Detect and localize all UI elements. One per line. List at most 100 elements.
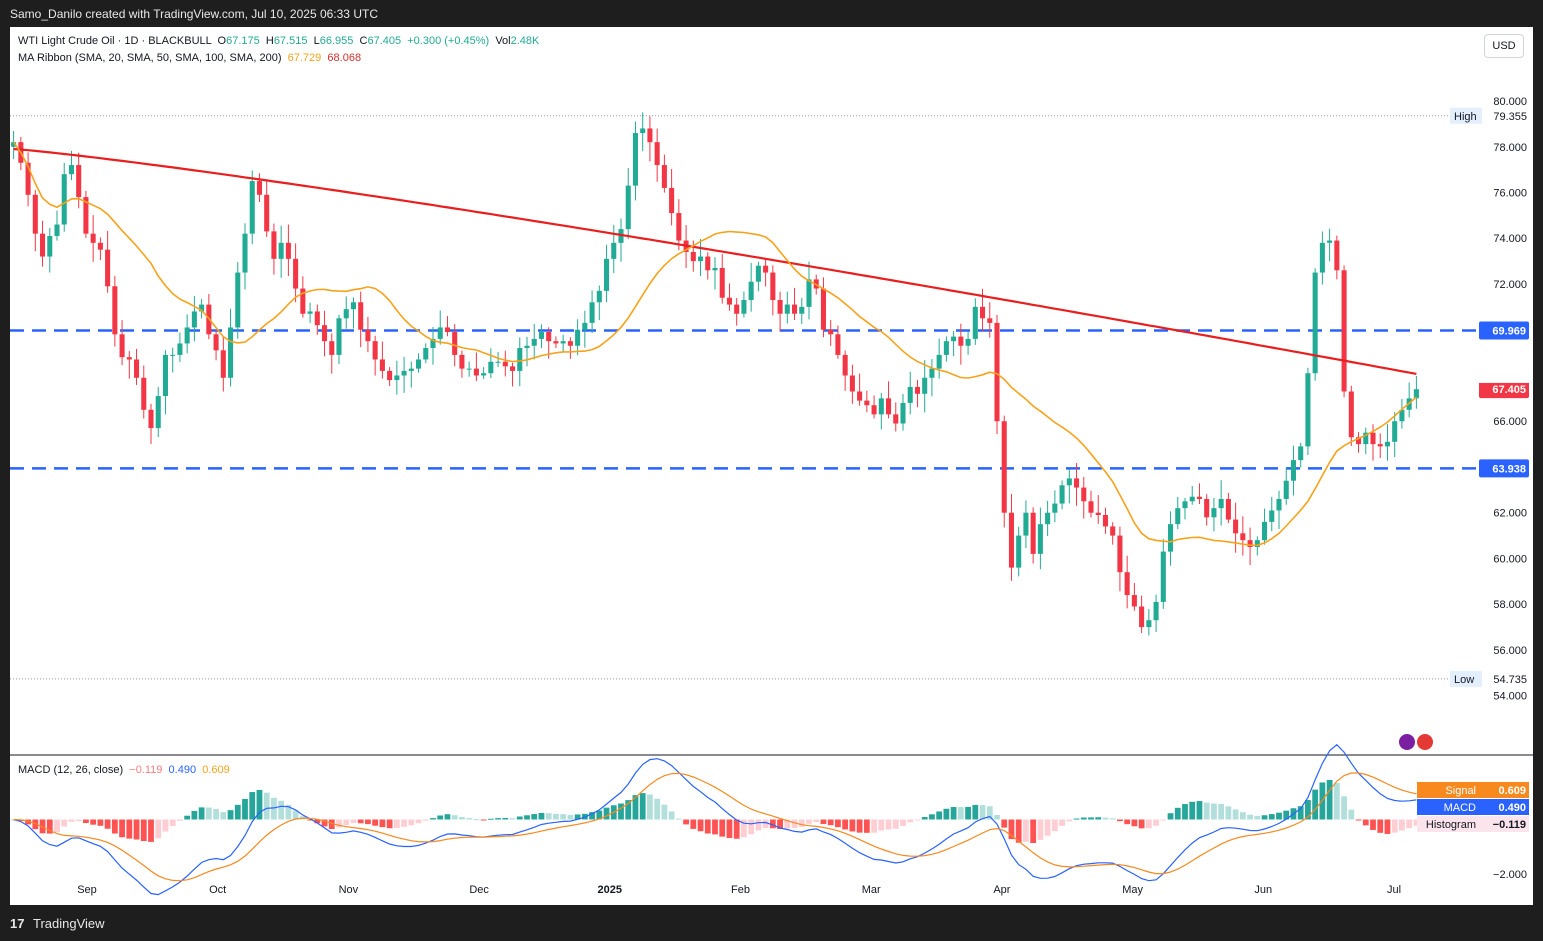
macd-histogram-bar [126, 819, 133, 839]
macd-histogram-bar [357, 819, 364, 824]
candle-body [336, 318, 342, 355]
ma-slow-line [13, 147, 1417, 375]
candle-body [705, 256, 711, 271]
macd-histogram-bar [1001, 819, 1008, 828]
macd-histogram-bar [451, 815, 458, 820]
macd-histogram-bar [75, 819, 82, 821]
candle-body [900, 402, 906, 424]
y-tick-label: 72.000 [1493, 279, 1527, 291]
macd-signal-value: 0.609 [202, 764, 230, 776]
macd-histogram-bar [986, 806, 993, 820]
macd-badge [1417, 816, 1529, 832]
y-tick-label: 56.000 [1493, 645, 1527, 657]
macd-histogram-bar [234, 804, 241, 820]
macd-histogram-bar [683, 819, 689, 825]
macd-histogram-bar [957, 807, 964, 820]
candle-body [878, 398, 884, 415]
macd-histogram-bar [473, 819, 480, 821]
macd-label[interactable]: MACD (12, 26, close) [18, 764, 124, 776]
symbol-name[interactable]: WTI Light Crude Oil · 1D · BLACKBULL [18, 35, 212, 47]
symbol-legend: WTI Light Crude Oil · 1D · BLACKBULL O67… [18, 35, 540, 47]
ma-ribbon-label[interactable]: MA Ribbon (SMA, 20, SMA, 50, SMA, 100, S… [18, 52, 282, 64]
candle-body [1399, 409, 1405, 422]
currency-button[interactable]: USD [1484, 34, 1524, 58]
brand-name[interactable]: TradingView [33, 916, 105, 931]
candle-body [177, 343, 183, 355]
candle-body [119, 334, 125, 358]
candle-body [647, 128, 653, 143]
candle-body [141, 377, 147, 410]
macd-histogram-bar [83, 819, 89, 824]
macd-histogram-bar [422, 819, 429, 821]
macd-histogram-bar [242, 798, 248, 820]
candle-body [242, 233, 248, 273]
macd-histogram-bar [589, 812, 595, 820]
macd-histogram-bar [155, 819, 162, 839]
macd-histogram-bar [111, 819, 118, 834]
candle-body [350, 302, 356, 310]
macd-badge-label: MACD [1444, 802, 1476, 814]
candle-body [784, 304, 790, 314]
candle-body [314, 311, 320, 326]
macd-histogram-bar [372, 819, 379, 826]
y-tick-label: 66.000 [1493, 416, 1527, 428]
macd-line-value: 0.490 [168, 764, 197, 776]
macd-histogram-bar [1399, 819, 1405, 831]
macd-histogram-bar [1362, 819, 1369, 826]
macd-histogram-bar [639, 793, 646, 820]
candle-body [1081, 487, 1087, 502]
macd-tick-label: −2.000 [1493, 869, 1527, 881]
candle-body [1218, 498, 1224, 509]
macd-histogram-bar [835, 819, 841, 828]
candle-body [256, 181, 262, 195]
high-label: High [1454, 111, 1477, 123]
macd-histogram-bar [321, 819, 328, 827]
candle-body [1052, 503, 1058, 513]
candle-body [560, 341, 566, 344]
candle-body [148, 409, 154, 429]
macd-histogram-bar [495, 818, 501, 820]
candle-body [83, 197, 89, 234]
price-chart[interactable]: 80.00078.00076.00074.00072.00070.00068.0… [10, 27, 1533, 905]
macd-histogram-bar [1355, 819, 1362, 821]
macd-histogram-bar [1167, 813, 1174, 820]
macd-histogram-bar [480, 819, 487, 821]
candle-body [1312, 272, 1318, 374]
macd-histogram-bar [386, 819, 393, 829]
macd-histogram-bar [1261, 815, 1268, 820]
tradingview-logo-icon[interactable]: 17 [10, 916, 25, 931]
x-tick-label: Sep [77, 884, 97, 896]
candle-body [54, 224, 60, 236]
candle-body [1363, 432, 1369, 445]
macd-histogram-bar [46, 819, 53, 834]
candle-body [452, 332, 458, 355]
x-tick-label: Jun [1254, 884, 1272, 896]
high-value: 67.515 [273, 35, 308, 47]
candle-body [322, 325, 328, 342]
candle-body [134, 359, 140, 378]
change-value: +0.300 (+0.45%) [407, 35, 490, 47]
macd-histogram-bar [1153, 819, 1159, 826]
macd-histogram-bar [220, 812, 227, 820]
candle-body [1023, 512, 1029, 536]
macd-histogram-bar [632, 795, 639, 820]
candle-body [1189, 496, 1195, 502]
macd-histogram-bar [516, 816, 523, 820]
macd-histogram-bar [307, 819, 313, 821]
candle-body [510, 366, 516, 371]
macd-histogram-bar [1283, 810, 1290, 820]
candle-body [654, 142, 660, 166]
macd-histogram-bar [444, 814, 451, 820]
macd-histogram-bar [393, 819, 400, 828]
macd-histogram-bar [1037, 819, 1044, 840]
candle-body [473, 368, 479, 376]
macd-histogram-bar [1297, 806, 1304, 820]
macd-histogram-bar [104, 819, 111, 829]
macd-histogram-bar [148, 819, 154, 842]
candle-body [820, 288, 826, 330]
macd-histogram-bar [487, 818, 494, 820]
candle-body [1045, 512, 1051, 525]
macd-histogram-bar [994, 815, 1000, 820]
macd-histogram-bar [1102, 817, 1109, 820]
candle-body [444, 327, 450, 333]
